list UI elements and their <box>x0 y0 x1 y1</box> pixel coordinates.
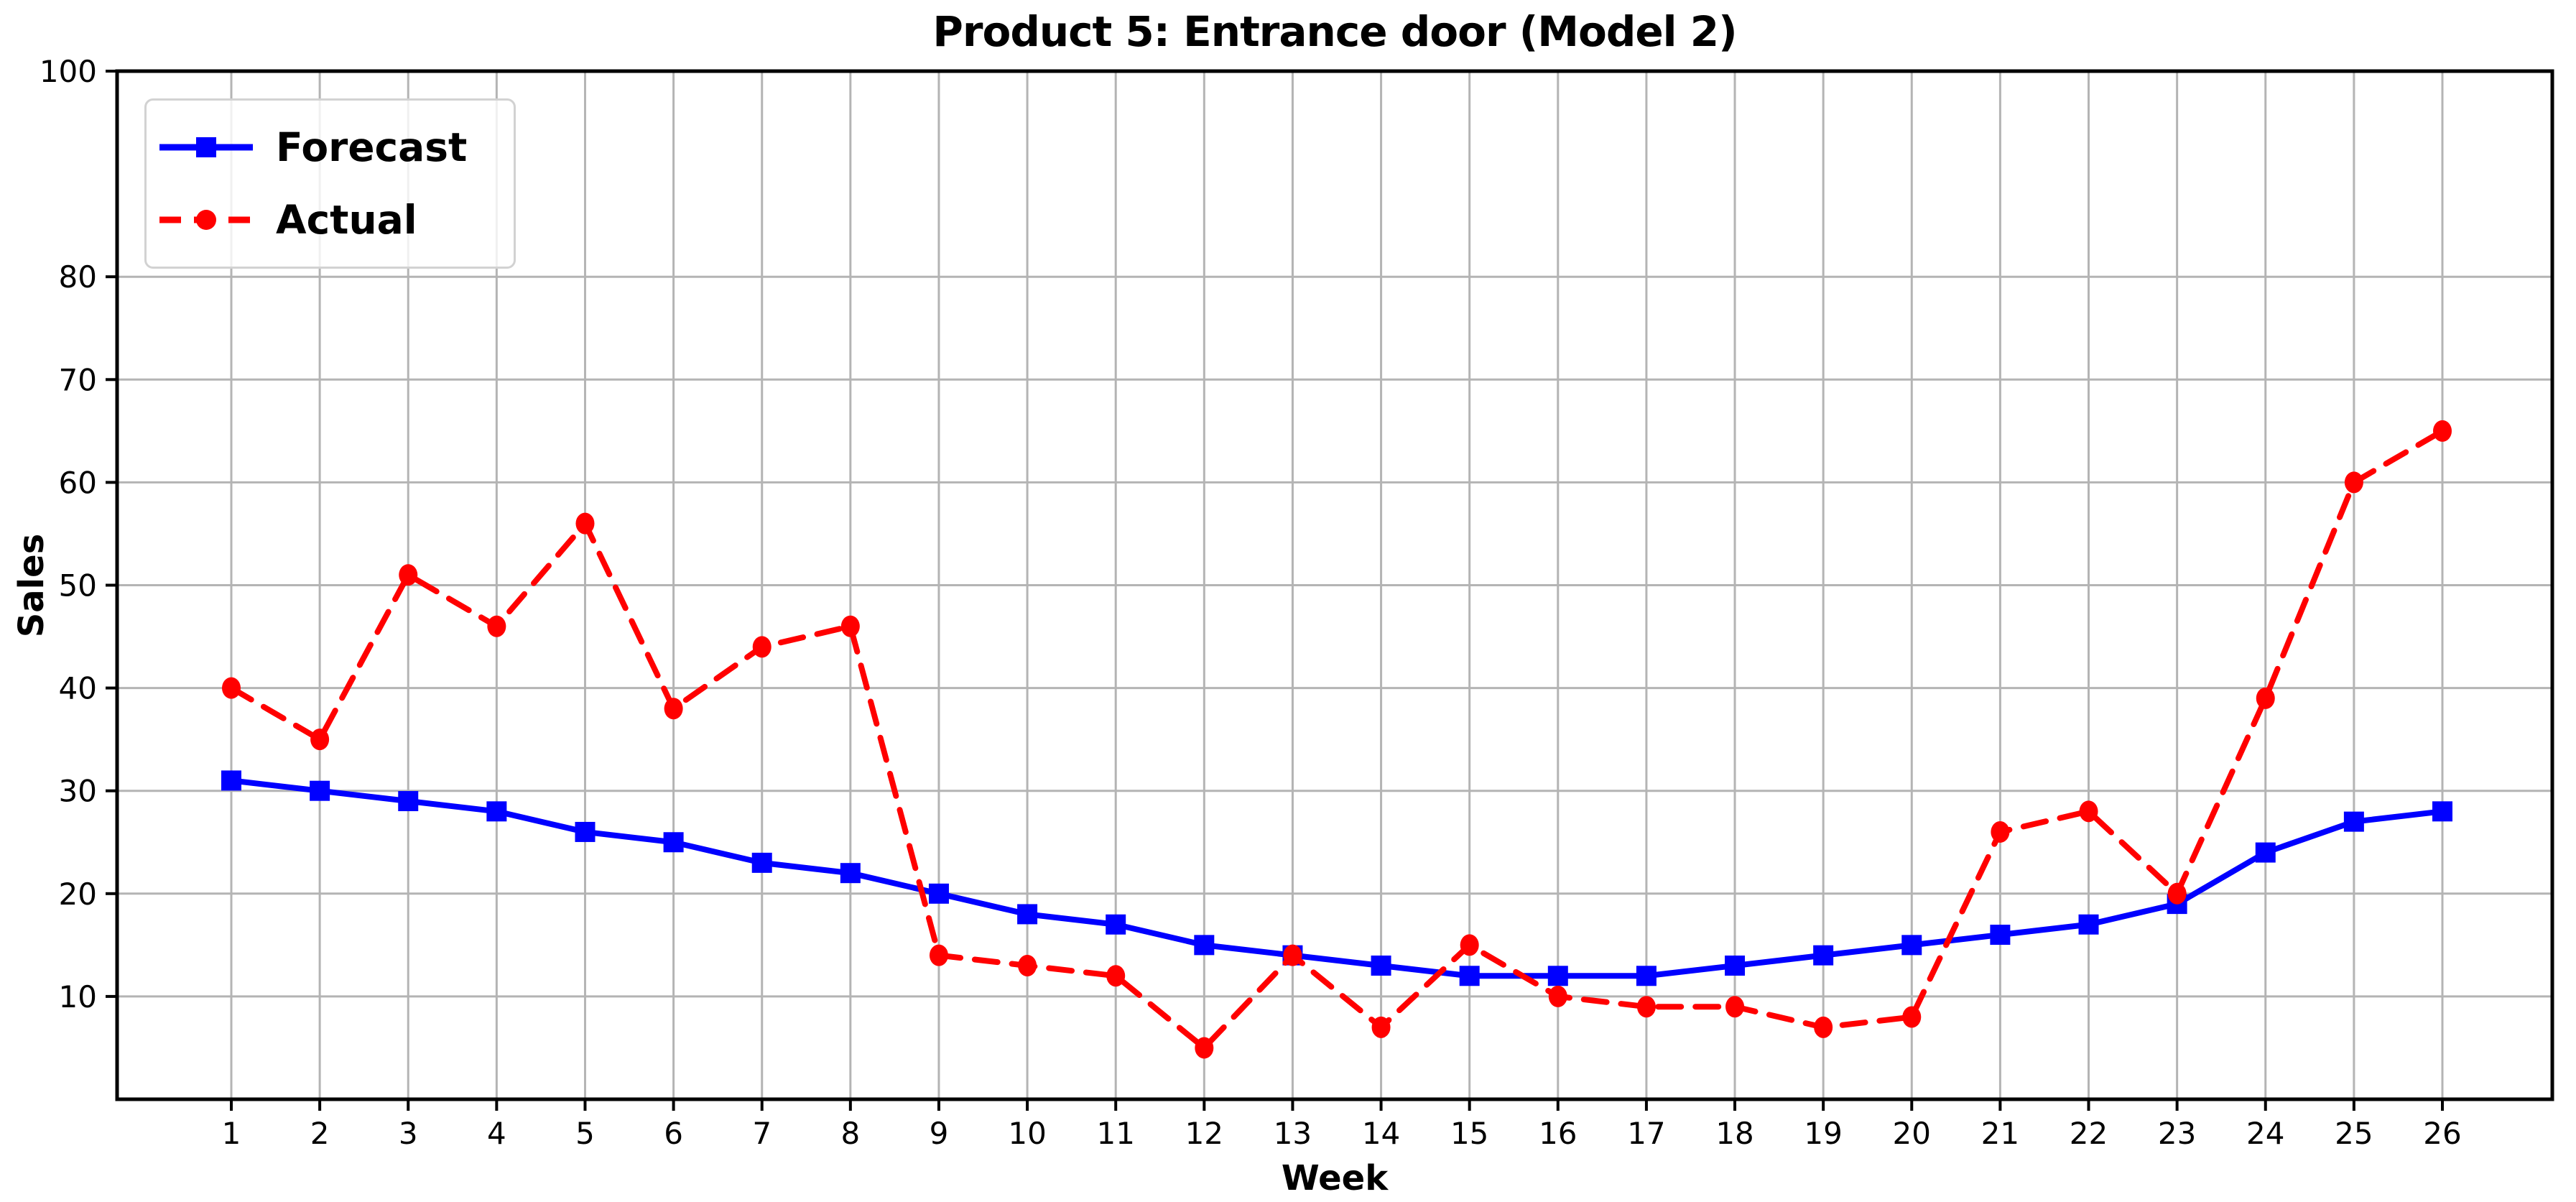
y-tick-label: 40 <box>59 671 97 706</box>
x-tick-label: 14 <box>1362 1116 1400 1151</box>
forecast-marker <box>1371 955 1391 976</box>
actual-marker <box>310 729 330 751</box>
actual-marker <box>2256 687 2275 709</box>
x-tick-label: 19 <box>1804 1116 1842 1151</box>
y-tick-label: 70 <box>59 362 97 397</box>
actual-marker <box>1902 1006 1922 1028</box>
y-tick-label: 10 <box>59 979 97 1014</box>
x-tick-label: 4 <box>487 1116 506 1151</box>
x-tick-label: 1 <box>222 1116 241 1151</box>
forecast-marker <box>840 863 861 884</box>
forecast-marker <box>1194 935 1215 956</box>
y-tick-label: 50 <box>59 568 97 604</box>
actual-marker <box>929 944 948 966</box>
legend-label-actual: Actual <box>276 197 417 244</box>
forecast-marker <box>221 770 241 791</box>
y-tick-label: 100 <box>40 54 97 89</box>
forecast-marker <box>310 780 330 801</box>
actual-marker <box>1991 820 2010 843</box>
x-tick-label: 7 <box>752 1116 772 1151</box>
y-tick-label: 80 <box>59 259 97 295</box>
actual-marker <box>399 564 418 586</box>
x-tick-label: 16 <box>1539 1116 1577 1151</box>
legend-entry-actual: Actual <box>158 197 506 243</box>
forecast-marker <box>1901 935 1922 956</box>
forecast-marker <box>486 801 507 822</box>
actual-marker <box>1460 934 1479 956</box>
forecast-marker <box>1017 904 1038 925</box>
actual-marker <box>664 698 683 720</box>
x-tick-label: 17 <box>1627 1116 1665 1151</box>
x-tick-label: 24 <box>2246 1116 2284 1151</box>
legend-box: Forecast Actual <box>144 98 516 269</box>
forecast-marker <box>928 883 949 904</box>
forecast-line <box>228 777 2445 979</box>
x-tick-label: 18 <box>1715 1116 1753 1151</box>
x-tick-label: 23 <box>2158 1116 2196 1151</box>
x-tick-label: 26 <box>2423 1116 2461 1151</box>
actual-line-swatch-icon <box>159 210 253 231</box>
actual-marker <box>222 677 241 699</box>
actual-marker <box>2433 420 2452 442</box>
forecast-marker <box>398 791 419 812</box>
x-tick-label: 10 <box>1008 1116 1046 1151</box>
forecast-marker <box>663 832 684 853</box>
x-tick-label: 2 <box>310 1116 330 1151</box>
y-tick-label: 30 <box>59 774 97 809</box>
forecast-marker <box>2078 914 2099 935</box>
x-tick-label: 21 <box>1981 1116 2019 1151</box>
x-tick-label: 15 <box>1450 1116 1488 1151</box>
forecast-marker <box>1813 945 1834 966</box>
actual-marker <box>1548 985 1567 1007</box>
x-axis-label: Week <box>1281 1158 1389 1198</box>
y-tick-label: 20 <box>59 877 97 912</box>
x-tick-label: 25 <box>2335 1116 2373 1151</box>
forecast-marker <box>1990 925 2011 946</box>
forecast-marker <box>575 821 596 842</box>
actual-marker <box>1371 1016 1391 1038</box>
actual-marker <box>1195 1037 1214 1059</box>
forecast-line-swatch-icon <box>159 137 253 157</box>
chart-title: Product 5: Entrance door (Model 2) <box>932 7 1737 56</box>
actual-marker <box>487 615 506 637</box>
x-tick-label: 9 <box>930 1116 949 1151</box>
x-tick-label: 8 <box>840 1116 860 1151</box>
forecast-marker <box>2432 801 2452 822</box>
forecast-marker <box>1636 966 1657 986</box>
x-tick-label: 12 <box>1185 1116 1223 1151</box>
actual-marker <box>840 615 860 637</box>
x-tick-label: 13 <box>1274 1116 1312 1151</box>
x-tick-label: 3 <box>399 1116 418 1151</box>
actual-marker <box>2344 471 2363 494</box>
actual-marker <box>2079 800 2098 823</box>
forecast-marker <box>1106 914 1126 935</box>
actual-marker <box>1106 965 1126 987</box>
forecast-marker <box>2343 811 2364 832</box>
x-tick-label: 20 <box>1893 1116 1931 1151</box>
x-tick-label: 22 <box>2070 1116 2108 1151</box>
legend-entry-forecast: Forecast <box>158 124 506 170</box>
actual-marker <box>1725 996 1745 1018</box>
forecast-marker <box>1725 955 1746 976</box>
actual-line <box>228 427 2445 1051</box>
actual-marker <box>2167 882 2187 905</box>
legend-label-forecast: Forecast <box>276 124 468 170</box>
x-tick-label: 5 <box>575 1116 595 1151</box>
x-tick-label: 11 <box>1096 1116 1134 1151</box>
actual-marker <box>1283 944 1302 966</box>
x-tick-label: 6 <box>664 1116 683 1151</box>
actual-marker <box>1636 996 1656 1018</box>
actual-marker <box>1018 954 1037 976</box>
y-tick-label: 60 <box>59 465 97 500</box>
forecast-marker <box>1547 966 1568 986</box>
forecast-marker <box>751 852 772 873</box>
forecast-marker <box>1459 966 1480 986</box>
actual-marker <box>575 512 595 535</box>
forecast-marker <box>2255 842 2276 863</box>
actual-marker <box>1814 1016 1833 1038</box>
actual-marker <box>752 636 772 658</box>
